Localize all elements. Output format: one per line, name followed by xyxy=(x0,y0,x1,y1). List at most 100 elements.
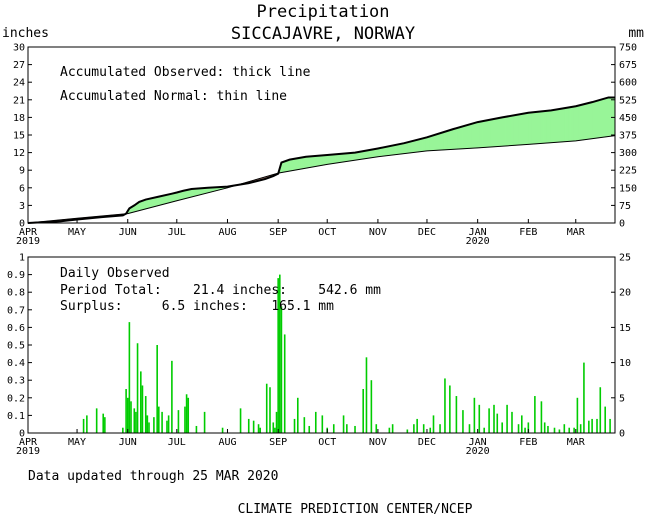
y-right-tick-label: 5 xyxy=(619,393,625,404)
y-tick-label: 27 xyxy=(13,60,25,71)
y-right-tick-label: 225 xyxy=(619,166,637,177)
x-tick-label: MAR xyxy=(567,227,586,238)
daily-bar xyxy=(171,360,173,433)
x-tick-label: MAY xyxy=(68,227,86,238)
daily-bar xyxy=(146,415,149,433)
y-tick-label: 0.4 xyxy=(7,358,25,369)
y-right-tick-label: 0 xyxy=(619,219,625,230)
normal-note: Accumulated Normal: thin line xyxy=(60,89,287,104)
daily-bar xyxy=(354,425,356,433)
daily-bar xyxy=(185,394,188,433)
y-right-tick-label: 300 xyxy=(619,148,637,159)
daily-bar xyxy=(444,378,446,433)
chart-title: Precipitation xyxy=(256,2,389,22)
normal-line xyxy=(27,135,616,224)
daily-bar xyxy=(406,429,409,433)
y-right-tick-label: 525 xyxy=(619,95,637,106)
x-tick-label: NOV xyxy=(369,227,387,238)
daily-bar xyxy=(422,424,425,433)
daily-bar xyxy=(483,427,485,433)
y-right-tick-label: 750 xyxy=(619,43,637,54)
y-right-tick-label: 600 xyxy=(619,78,637,89)
daily-bar xyxy=(568,427,571,433)
x-tick-label: APR xyxy=(19,437,38,448)
x-tick-label: AUG xyxy=(218,227,236,238)
daily-bar xyxy=(279,274,281,433)
y-tick-label: 24 xyxy=(13,78,25,89)
x-tick-label: JUN xyxy=(119,227,137,238)
daily-bar xyxy=(553,427,556,433)
daily-bar xyxy=(576,397,579,433)
daily-bar xyxy=(102,413,105,433)
y-right-tick-label: 150 xyxy=(619,183,637,194)
daily-bar xyxy=(391,424,394,433)
y-right-tick-label: 20 xyxy=(619,288,631,299)
daily-bar xyxy=(521,415,523,433)
y-tick-label: 0.9 xyxy=(7,270,25,281)
daily-bar xyxy=(501,422,503,433)
daily-bar xyxy=(342,415,345,433)
daily-bar xyxy=(166,420,168,433)
daily-bar xyxy=(388,427,391,433)
daily-bar xyxy=(449,385,451,433)
daily-bar xyxy=(187,397,190,433)
daily-bar xyxy=(596,418,598,433)
daily-bar xyxy=(135,411,137,433)
daily-bar xyxy=(416,418,418,433)
daily-bar xyxy=(346,424,348,433)
daily-bar xyxy=(122,427,124,433)
y-tick-label: 1 xyxy=(19,253,25,264)
observed-line xyxy=(27,96,615,224)
daily-bar xyxy=(141,385,144,433)
daily-bar xyxy=(439,424,441,433)
x-year-label: 2019 xyxy=(16,236,40,247)
daily-bar xyxy=(283,334,286,433)
y-tick-label: 18 xyxy=(13,113,25,124)
daily-bar xyxy=(86,415,88,433)
x-tick-label: DEC xyxy=(418,227,436,238)
right-unit-label: mm xyxy=(628,26,644,41)
daily-bar xyxy=(221,427,224,433)
y-tick-label: 0.8 xyxy=(7,288,25,299)
daily-heading: Daily Observed xyxy=(60,266,170,281)
x-year-label: 2019 xyxy=(16,446,40,457)
surplus-line: Surplus: 6.5 inches: 165.1 mm xyxy=(60,299,334,314)
daily-bar xyxy=(158,406,160,433)
daily-bar xyxy=(128,322,131,433)
daily-bar xyxy=(588,420,590,433)
y-tick-label: 0.1 xyxy=(7,411,25,422)
y-tick-label: 0.5 xyxy=(7,341,25,352)
daily-bar xyxy=(140,371,142,433)
x-tick-label: MAR xyxy=(567,437,586,448)
y-tick-label: 0 xyxy=(19,219,25,230)
daily-bar xyxy=(547,425,549,433)
daily-bar xyxy=(413,424,415,433)
y-right-tick-label: 375 xyxy=(619,131,637,142)
daily-bar xyxy=(599,387,602,433)
y-right-tick-label: 25 xyxy=(619,253,631,264)
daily-bar xyxy=(540,401,543,433)
x-tick-label: JUL xyxy=(168,227,186,238)
daily-bar xyxy=(126,397,129,433)
daily-bar xyxy=(265,383,268,433)
daily-bar xyxy=(130,401,132,433)
daily-bar xyxy=(432,415,435,433)
y-tick-label: 0.3 xyxy=(7,376,25,387)
daily-bar xyxy=(156,345,158,433)
data-updated: Data updated through 25 MAR 2020 xyxy=(28,469,278,484)
daily-bar xyxy=(473,397,476,433)
daily-bar xyxy=(478,404,481,433)
x-tick-label: DEC xyxy=(418,437,436,448)
y-tick-label: 30 xyxy=(13,43,25,54)
observed-note: Accumulated Observed: thick line xyxy=(60,65,311,80)
daily-bar xyxy=(583,362,585,433)
daily-bar xyxy=(543,422,546,433)
daily-bar xyxy=(493,404,495,433)
daily-bar xyxy=(144,396,147,433)
y-tick-label: 9 xyxy=(19,166,25,177)
daily-bar xyxy=(370,380,373,433)
daily-bar xyxy=(125,389,127,433)
daily-bar xyxy=(82,418,85,433)
x-tick-label: MAY xyxy=(68,437,86,448)
